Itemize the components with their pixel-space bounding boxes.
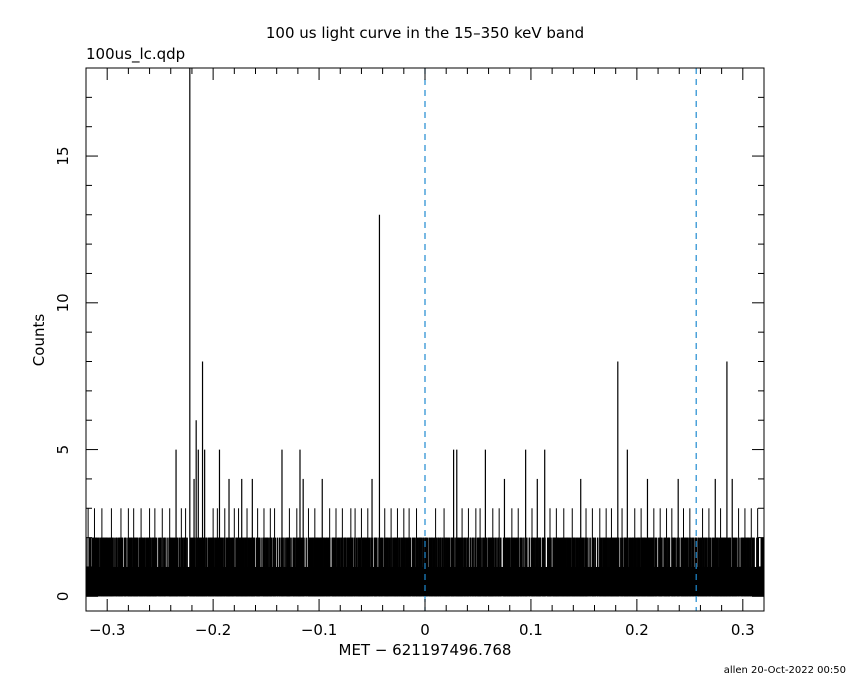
- plot-area: [85, 68, 765, 597]
- x-axis-label: MET − 621197496.768: [339, 641, 512, 659]
- y-tick-label: 10: [54, 293, 72, 312]
- file-label: 100us_lc.qdp: [86, 45, 185, 64]
- y-axis-ticks: 0 5 10 15: [54, 67, 764, 602]
- y-tick-label: 0: [54, 592, 72, 602]
- x-tick-label: −0.1: [301, 621, 337, 639]
- chart-title: 100 us light curve in the 15–350 keV ban…: [266, 24, 584, 42]
- x-tick-label: 0.1: [519, 621, 543, 639]
- y-tick-label: 5: [54, 445, 72, 455]
- x-axis-ticks: −0.3 −0.2 −0.1 0 0.1 0.2 0.3: [85, 68, 765, 639]
- x-tick-label: −0.3: [89, 621, 125, 639]
- marker-lines: [424, 68, 697, 611]
- y-tick-label: 15: [54, 147, 72, 166]
- x-tick-label: 0.3: [731, 621, 755, 639]
- y-axis-label: Counts: [30, 314, 48, 367]
- x-tick-label: 0: [420, 621, 430, 639]
- x-tick-label: −0.2: [195, 621, 231, 639]
- x-tick-label: 0.2: [625, 621, 649, 639]
- footer-stamp: allen 20-Oct-2022 00:50: [724, 665, 846, 676]
